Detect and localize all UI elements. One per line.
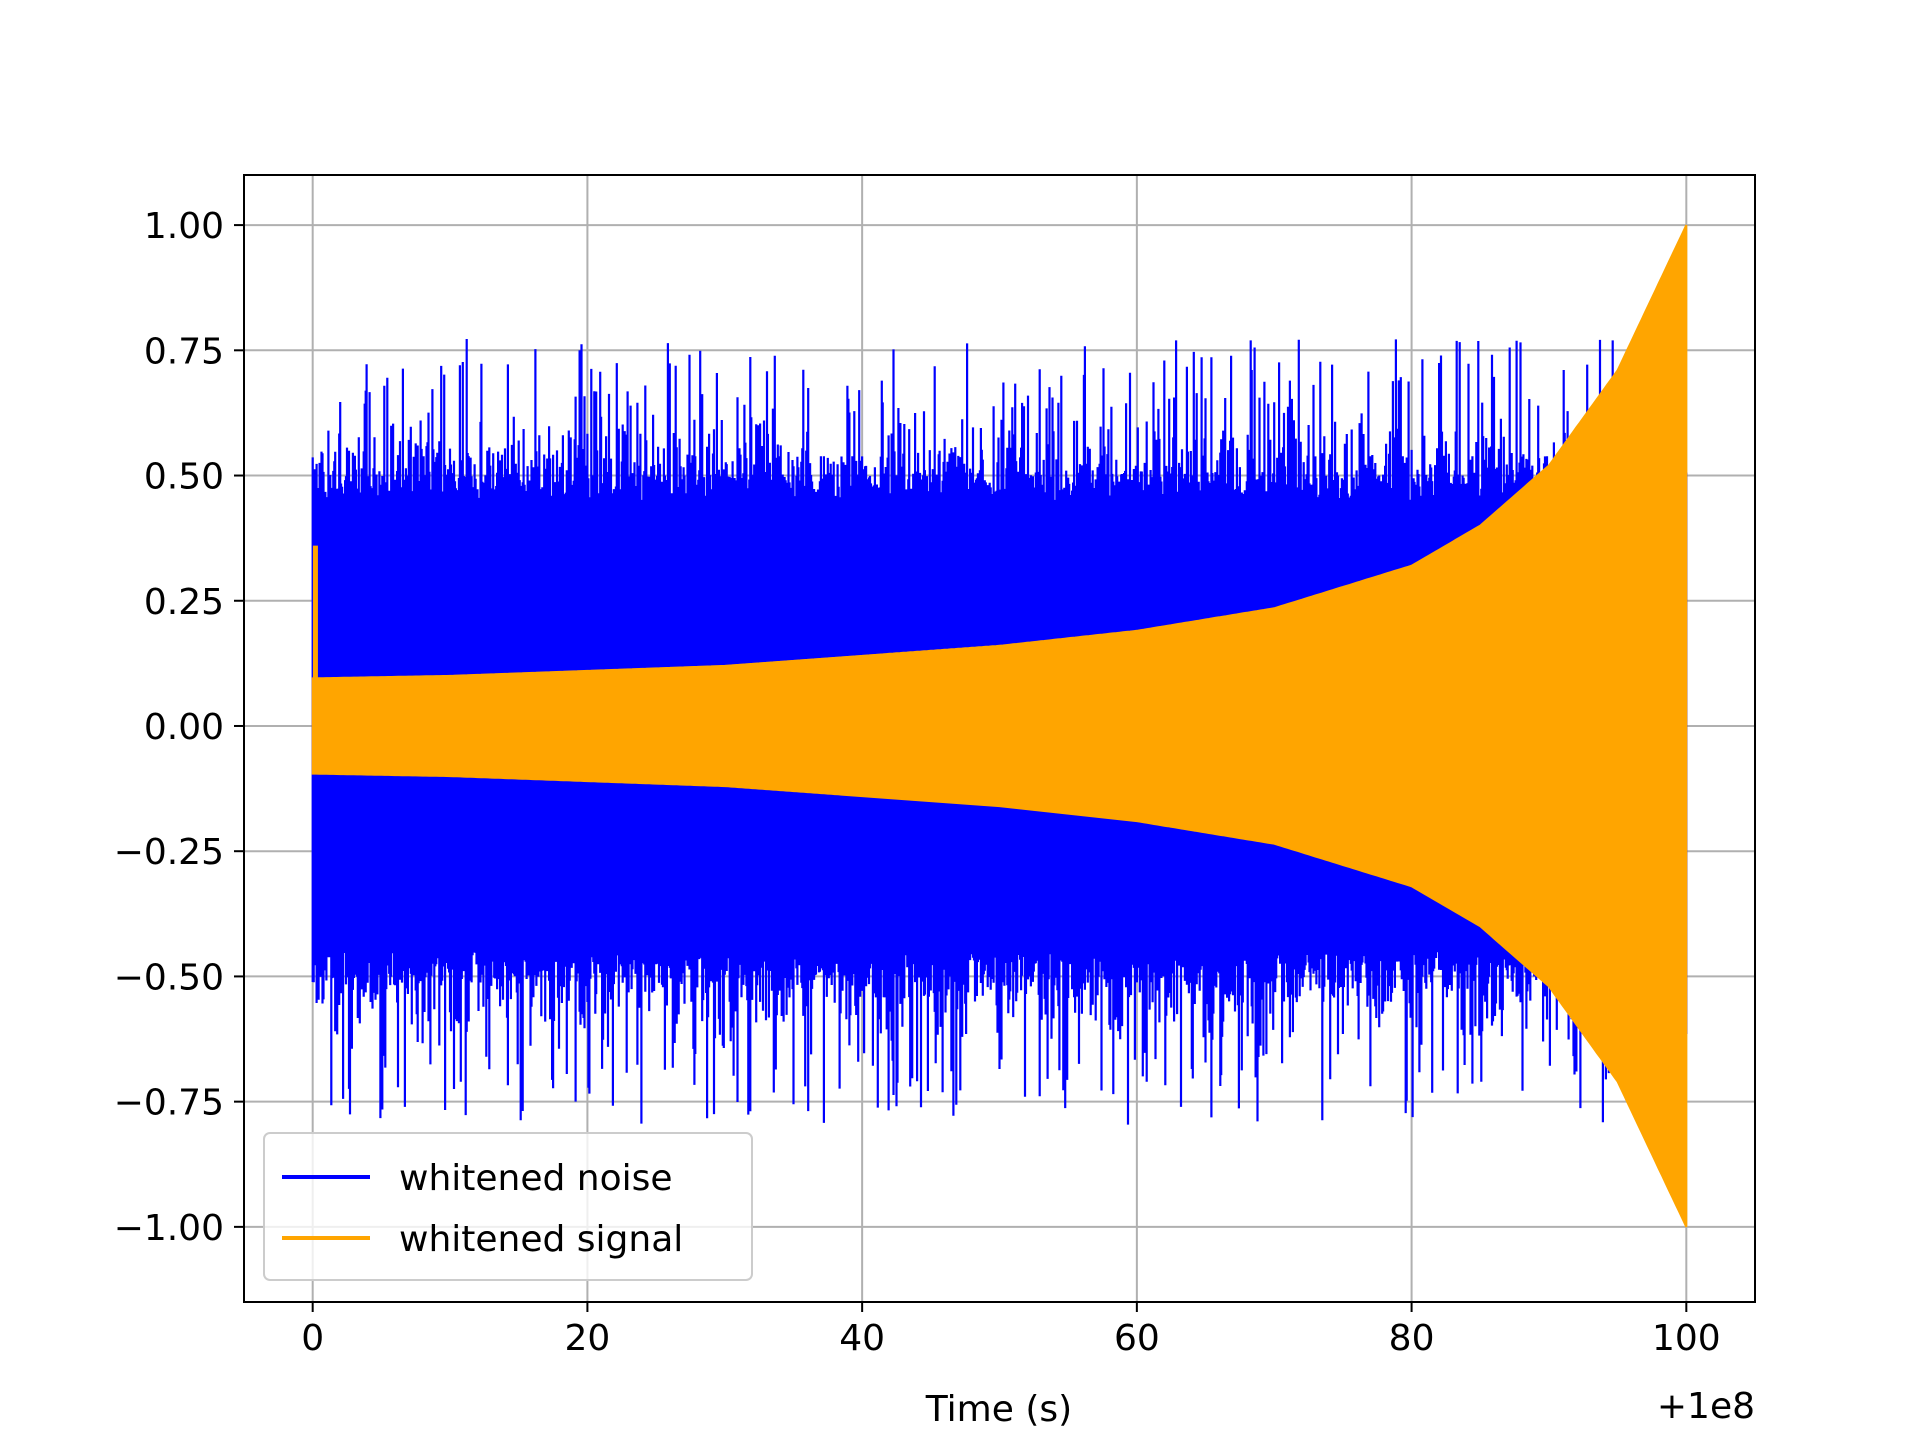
x-tick-label: 100 xyxy=(1652,1318,1721,1359)
x-tick-label: 40 xyxy=(839,1318,885,1359)
legend-box xyxy=(263,1132,753,1281)
y-tick-label: 0.50 xyxy=(144,457,224,498)
x-tick-label: 80 xyxy=(1389,1318,1435,1359)
plot-frame xyxy=(243,174,1756,1303)
legend-label-whitened-signal: whitened signal xyxy=(399,1219,683,1260)
y-tick-label: −1.00 xyxy=(114,1208,224,1249)
y-tick-label: 0.75 xyxy=(144,331,224,372)
x-axis-ticks: 0 20 40 60 80 100 xyxy=(301,1302,1721,1359)
y-axis-ticks: 1.00 0.75 0.50 0.25 0.00 −0.25 −0.50 −0.75 −1.00 xyxy=(114,206,244,1249)
series-layer xyxy=(311,224,1688,1228)
legend-label-whitened-noise: whitened noise xyxy=(399,1158,673,1199)
y-tick-label: −0.50 xyxy=(114,957,224,998)
y-tick-label: −0.25 xyxy=(114,832,224,873)
legend: whitened noise whitened signal xyxy=(263,1132,753,1281)
y-tick-label: 1.00 xyxy=(144,206,224,247)
series-whitened-signal xyxy=(311,224,1688,1228)
y-tick-label: 0.00 xyxy=(144,707,224,748)
x-tick-label: 0 xyxy=(301,1318,324,1359)
x-tick-label: 60 xyxy=(1114,1318,1160,1359)
x-tick-label: 20 xyxy=(565,1318,611,1359)
x-axis-label: Time (s) xyxy=(925,1389,1072,1430)
y-tick-label: −0.75 xyxy=(114,1083,224,1124)
y-tick-label: 0.25 xyxy=(144,582,224,623)
x-axis-offset-label: +1e8 xyxy=(1657,1386,1755,1427)
